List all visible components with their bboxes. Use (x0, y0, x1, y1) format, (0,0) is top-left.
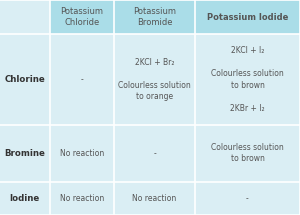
Bar (0, 0, 50, 34)
Text: Potassium Iodide: Potassium Iodide (207, 13, 288, 22)
Text: No reaction: No reaction (132, 194, 177, 203)
Text: No reaction: No reaction (60, 149, 104, 158)
Bar (195, 125, 300, 182)
Bar (195, 34, 300, 125)
Bar (114, 125, 195, 182)
Bar (50, 0, 114, 34)
Bar (0, 182, 50, 215)
Text: Potassium
Bromide: Potassium Bromide (133, 7, 176, 28)
Text: -: - (80, 75, 83, 84)
Text: 2KCl + I₂

Colourless solution
to brown

2KBr + I₂: 2KCl + I₂ Colourless solution to brown 2… (211, 46, 284, 113)
Text: Chlorine: Chlorine (4, 75, 45, 84)
Bar (50, 182, 114, 215)
Text: Colourless solution
to brown: Colourless solution to brown (211, 143, 284, 163)
Bar (114, 34, 195, 125)
Bar (195, 182, 300, 215)
Text: Iodine: Iodine (10, 194, 40, 203)
Bar (114, 182, 195, 215)
Bar (0, 125, 50, 182)
Bar (195, 0, 300, 34)
Text: Bromine: Bromine (4, 149, 45, 158)
Bar (114, 0, 195, 34)
Text: No reaction: No reaction (60, 194, 104, 203)
Text: -: - (246, 194, 249, 203)
Bar (50, 125, 114, 182)
Bar (0, 34, 50, 125)
Bar (50, 34, 114, 125)
Text: -: - (153, 149, 156, 158)
Text: Potassium
Chloride: Potassium Chloride (60, 7, 103, 28)
Text: 2KCl + Br₂

Colourless solution
to orange: 2KCl + Br₂ Colourless solution to orange (118, 58, 191, 101)
